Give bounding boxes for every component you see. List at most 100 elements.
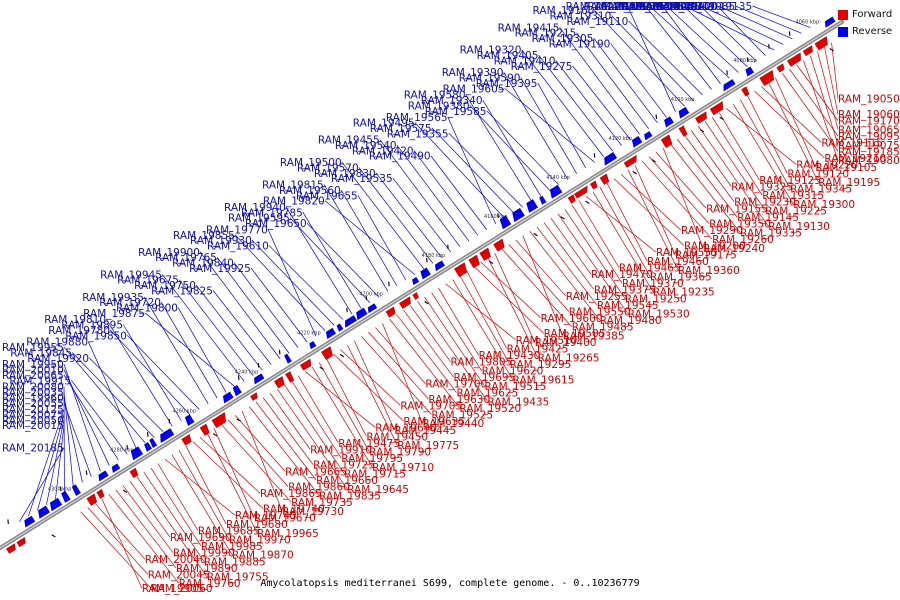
gene-label[interactable]: RAM_19530: [628, 309, 690, 321]
gene-label[interactable]: RAM_20010: [2, 365, 64, 377]
gene-label[interactable]: RAM_19395: [476, 78, 538, 90]
gene-label[interactable]: RAM_19655: [296, 190, 358, 202]
gene-label[interactable]: RAM_19930: [190, 235, 252, 247]
forward-gene-feature[interactable]: [299, 358, 312, 371]
reverse-gene-feature[interactable]: [98, 470, 109, 482]
gene-label[interactable]: RAM_19510: [516, 335, 578, 347]
gene-label[interactable]: RAM_19200: [684, 241, 746, 253]
gene-label[interactable]: RAM_19130: [768, 221, 830, 233]
gene-label[interactable]: RAM_19550: [569, 306, 631, 318]
reverse-gene-feature[interactable]: [549, 184, 563, 199]
gene-label[interactable]: RAM_19320: [460, 45, 522, 57]
forward-gene-feature[interactable]: [567, 194, 576, 204]
gene-label[interactable]: RAM_19620: [482, 366, 544, 378]
gene-label[interactable]: RAM_19700: [425, 379, 487, 391]
forward-gene-feature[interactable]: [129, 467, 139, 479]
reverse-gene-feature[interactable]: [222, 391, 234, 404]
forward-gene-feature[interactable]: [660, 134, 673, 149]
gene-label[interactable]: RAM_19480: [600, 315, 662, 327]
gene-label[interactable]: RAM_19785: [241, 207, 303, 219]
reverse-gene-feature[interactable]: [526, 199, 539, 213]
gene-label[interactable]: RAM_20055: [2, 398, 64, 410]
gene-label[interactable]: RAM_19695: [454, 372, 516, 384]
gene-label[interactable]: RAM_19315: [762, 190, 824, 202]
gene-label[interactable]: RAM_19295: [510, 359, 572, 371]
forward-gene-feature[interactable]: [273, 376, 285, 389]
gene-label[interactable]: RAM_19870: [232, 550, 294, 562]
gene-label[interactable]: RAM_19595: [228, 213, 290, 225]
forward-gene-feature[interactable]: [6, 543, 16, 554]
reverse-gene-feature[interactable]: [71, 484, 81, 497]
gene-label[interactable]: RAM_19630: [428, 394, 490, 406]
gene-label[interactable]: RAM_19675: [117, 275, 179, 287]
gene-label[interactable]: RAM_19795: [341, 453, 403, 465]
gene-label[interactable]: RAM_19470: [591, 269, 653, 281]
gene-label[interactable]: RAM_19640: [375, 422, 437, 434]
forward-gene-feature[interactable]: [776, 63, 785, 73]
gene-label[interactable]: RAM_20185: [2, 443, 64, 455]
gene-label[interactable]: RAM_19335: [740, 228, 802, 240]
gene-label[interactable]: RAM_19290: [681, 225, 743, 237]
gene-label[interactable]: RAM_19760: [179, 578, 241, 590]
gene-label[interactable]: RAM_19375: [594, 284, 656, 296]
forward-gene-feature[interactable]: [678, 125, 688, 137]
forward-gene-feature[interactable]: [211, 412, 227, 429]
reverse-gene-feature[interactable]: [539, 195, 547, 205]
gene-label[interactable]: RAM_19240: [703, 243, 765, 255]
forward-gene-feature[interactable]: [589, 180, 598, 190]
gene-label[interactable]: RAM_19045: [638, 1, 700, 13]
gene-label[interactable]: RAM_19120: [787, 168, 849, 180]
gene-label[interactable]: RAM_19135: [690, 1, 752, 13]
gene-label[interactable]: RAM_19415: [498, 22, 560, 34]
gene-label[interactable]: RAM_19255: [566, 291, 628, 303]
reverse-gene-feature[interactable]: [435, 260, 445, 272]
gene-label[interactable]: RAM_19505: [544, 328, 606, 340]
gene-label[interactable]: RAM_19805: [451, 357, 513, 369]
gene-label[interactable]: RAM_19670: [254, 512, 316, 524]
gene-label[interactable]: RAM_19845: [10, 347, 72, 359]
gene-label[interactable]: RAM_20035: [2, 387, 64, 399]
gene-label[interactable]: RAM_19450: [366, 431, 428, 443]
gene-label[interactable]: RAM_19790: [369, 447, 431, 459]
gene-label[interactable]: RAM_19380: [408, 100, 470, 112]
gene-label[interactable]: RAM_19955: [2, 342, 64, 354]
gene-label[interactable]: RAM_19585: [425, 106, 487, 118]
gene-label[interactable]: RAM_19770: [206, 224, 268, 236]
gene-label[interactable]: RAM_19875: [83, 308, 145, 320]
gene-label[interactable]: RAM_19300: [793, 199, 855, 211]
gene-label[interactable]: RAM_19960: [2, 392, 64, 404]
gene-label[interactable]: RAM_19680: [226, 519, 288, 531]
reverse-gene-feature[interactable]: [499, 215, 512, 230]
gene-label[interactable]: RAM_19440: [422, 418, 484, 430]
forward-gene-feature[interactable]: [787, 52, 801, 67]
gene-label[interactable]: RAM_19110: [567, 16, 629, 28]
gene-label[interactable]: RAM_19235: [653, 287, 715, 299]
forward-gene-feature[interactable]: [479, 247, 491, 261]
reverse-gene-feature[interactable]: [512, 207, 525, 223]
gene-label[interactable]: RAM_19350: [709, 219, 771, 231]
gene-label[interactable]: RAM_19735: [291, 497, 353, 509]
gene-label[interactable]: RAM_19815: [262, 179, 324, 191]
gene-label[interactable]: RAM_19500: [280, 157, 342, 169]
reverse-gene-feature[interactable]: [825, 16, 836, 28]
gene-label[interactable]: RAM_19400: [535, 337, 597, 349]
forward-gene-feature[interactable]: [86, 493, 98, 506]
forward-gene-feature[interactable]: [385, 306, 396, 318]
gene-label[interactable]: RAM_19250: [625, 293, 687, 305]
gene-label[interactable]: RAM_19990: [173, 547, 235, 559]
gene-label[interactable]: RAM_19860: [288, 482, 350, 494]
forward-gene-feature[interactable]: [412, 292, 419, 300]
gene-label[interactable]: RAM_19280: [639, 1, 701, 13]
reverse-gene-feature[interactable]: [232, 384, 242, 397]
gene-label[interactable]: RAM_19555: [656, 247, 718, 259]
forward-gene-feature[interactable]: [321, 346, 334, 361]
gene-label[interactable]: RAM_19905: [142, 583, 204, 595]
gene-label[interactable]: RAM_19075: [838, 140, 900, 152]
reverse-gene-feature[interactable]: [111, 463, 121, 473]
reverse-gene-feature[interactable]: [678, 106, 690, 119]
forward-gene-feature[interactable]: [695, 111, 707, 124]
forward-gene-feature[interactable]: [709, 101, 724, 116]
reverse-gene-feature[interactable]: [144, 442, 152, 452]
gene-label[interactable]: RAM_19590: [459, 73, 521, 85]
